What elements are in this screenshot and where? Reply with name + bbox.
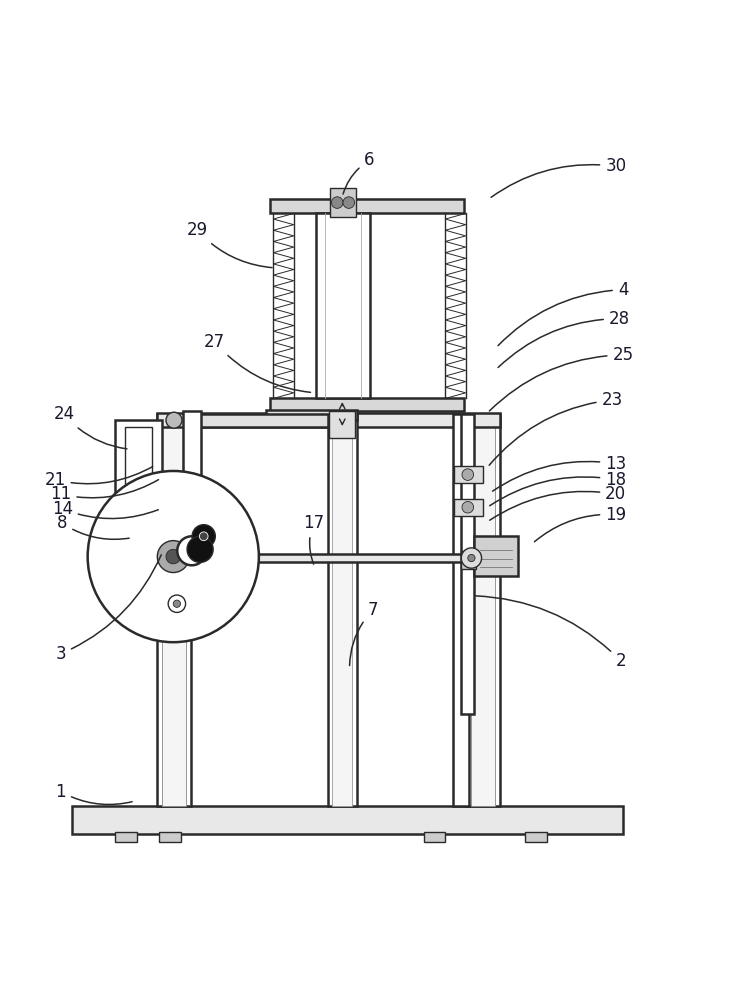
Text: 20: 20	[490, 485, 626, 520]
Text: 6: 6	[343, 151, 374, 194]
Text: 19: 19	[534, 506, 626, 542]
Bar	[192, 414, 327, 427]
Text: 21: 21	[45, 467, 153, 489]
Circle shape	[88, 471, 259, 642]
Circle shape	[127, 510, 151, 534]
Bar	[329, 411, 355, 438]
Bar	[317, 213, 370, 398]
Bar	[193, 554, 461, 562]
Bar	[72, 806, 623, 834]
Bar	[452, 414, 469, 806]
Bar	[115, 420, 162, 605]
Text: 7: 7	[349, 601, 378, 666]
Text: 23: 23	[489, 391, 623, 465]
Circle shape	[173, 600, 181, 607]
Text: 1: 1	[56, 783, 132, 804]
Bar	[423, 832, 445, 842]
Text: 3: 3	[56, 555, 162, 663]
Bar	[330, 188, 356, 217]
Circle shape	[187, 536, 213, 562]
Bar	[156, 413, 501, 427]
Text: 8: 8	[57, 514, 129, 539]
Bar	[332, 414, 352, 806]
Bar	[266, 410, 357, 420]
Bar	[170, 607, 184, 618]
Circle shape	[461, 548, 482, 568]
Bar	[270, 199, 464, 213]
Text: 25: 25	[489, 346, 634, 411]
Text: 4: 4	[498, 281, 628, 346]
Bar	[183, 411, 201, 625]
Text: 17: 17	[303, 514, 324, 564]
Bar	[126, 427, 152, 598]
Bar	[159, 832, 181, 842]
Circle shape	[157, 541, 189, 573]
Text: 11: 11	[50, 480, 159, 503]
Bar	[115, 832, 137, 842]
Circle shape	[166, 412, 182, 428]
Bar	[461, 551, 476, 569]
Circle shape	[192, 525, 216, 548]
Text: 14: 14	[52, 500, 159, 519]
Text: 24: 24	[54, 405, 127, 449]
Bar	[461, 414, 474, 714]
Text: 18: 18	[490, 471, 626, 506]
Circle shape	[462, 469, 474, 480]
Bar	[454, 466, 483, 483]
Bar	[270, 398, 464, 411]
Circle shape	[462, 501, 474, 513]
Bar	[327, 414, 357, 806]
Bar	[162, 414, 186, 806]
Circle shape	[168, 595, 186, 612]
Text: 27: 27	[204, 333, 311, 392]
Text: 29: 29	[186, 221, 272, 268]
Circle shape	[166, 549, 181, 564]
Text: 28: 28	[498, 310, 630, 367]
Circle shape	[177, 536, 206, 565]
Text: 2: 2	[476, 596, 626, 670]
Circle shape	[343, 197, 355, 208]
Bar	[525, 832, 547, 842]
Circle shape	[468, 554, 475, 562]
Circle shape	[331, 197, 343, 208]
Bar	[156, 414, 192, 806]
Bar	[471, 414, 496, 806]
Text: 30: 30	[491, 157, 626, 197]
Bar	[454, 499, 483, 516]
Bar	[466, 414, 501, 806]
Text: 13: 13	[493, 455, 626, 491]
Bar	[474, 536, 518, 576]
Circle shape	[200, 532, 208, 541]
